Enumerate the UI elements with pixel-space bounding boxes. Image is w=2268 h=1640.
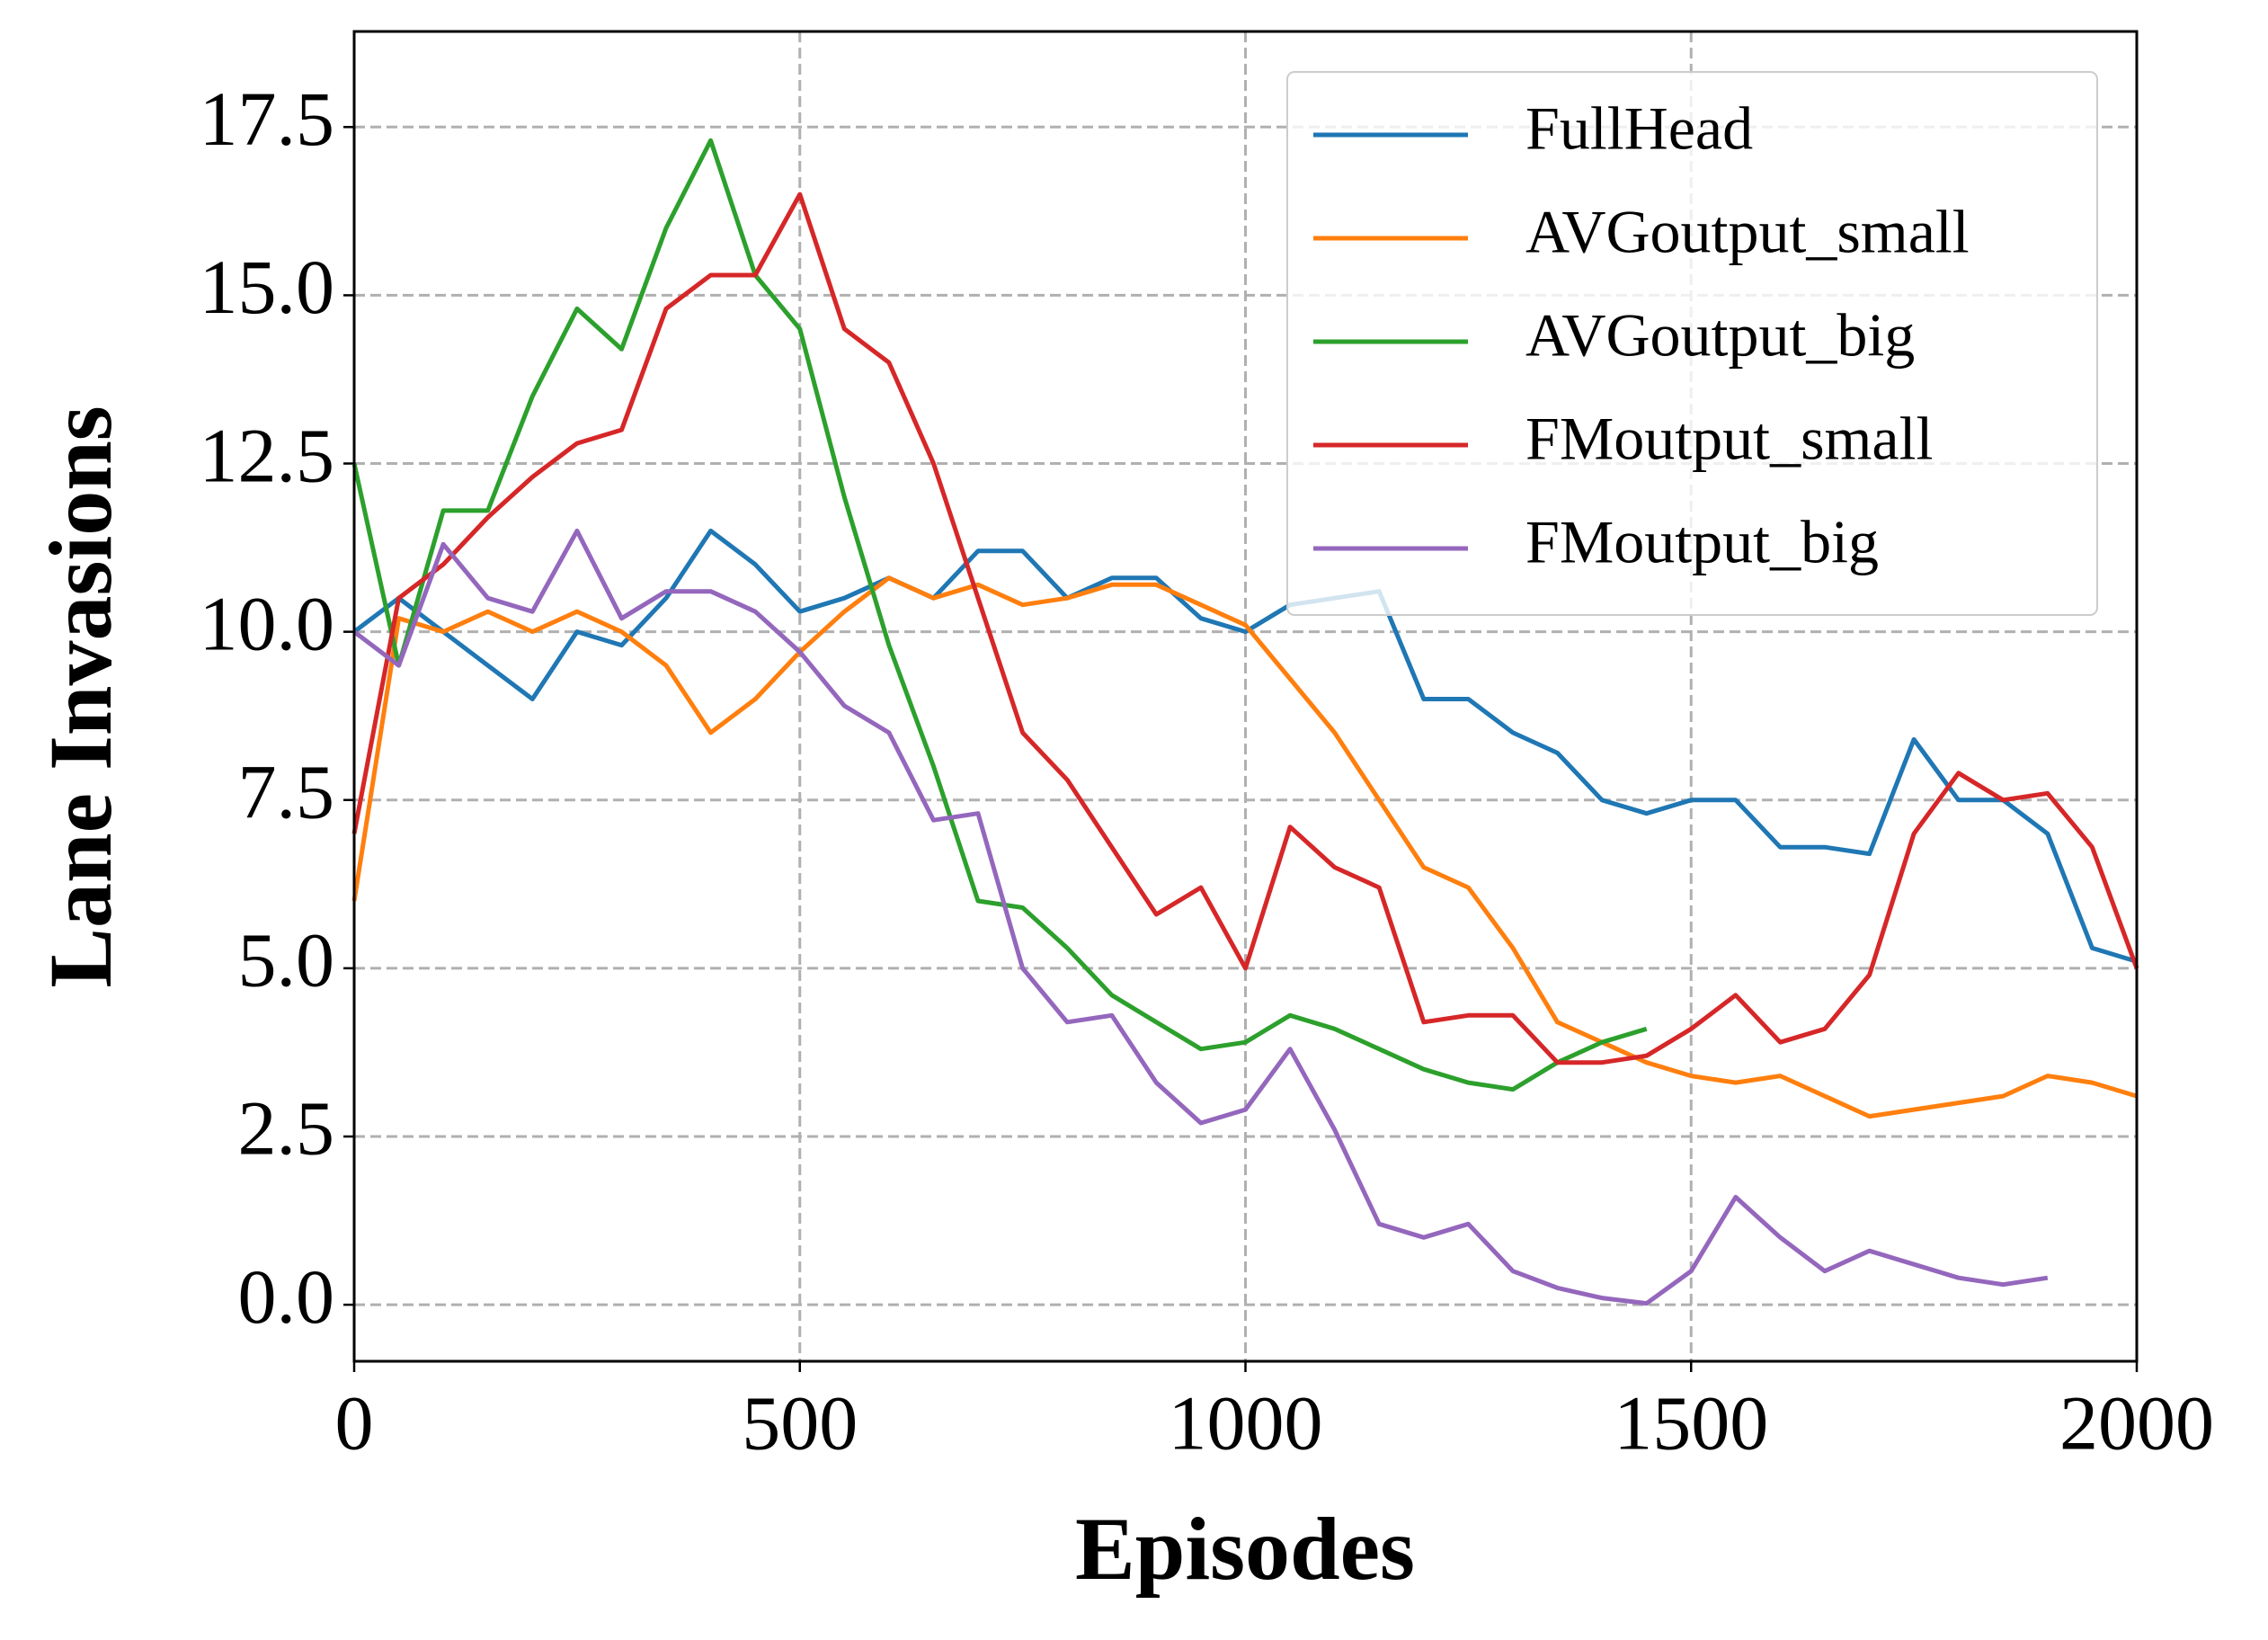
y-tick-label: 10.0 xyxy=(200,580,335,666)
y-tick-label: 5.0 xyxy=(238,917,335,1003)
legend-label: FMoutput_big xyxy=(1525,508,1879,576)
y-axis-label: Lane Invasions xyxy=(31,406,130,987)
series-line xyxy=(352,528,2049,1306)
legend-label: AVGoutput_small xyxy=(1525,198,1970,266)
y-tick-label: 17.5 xyxy=(200,76,335,162)
legend-label: FullHead xyxy=(1525,94,1753,163)
y-tick-label: 0.0 xyxy=(238,1253,335,1340)
series-line xyxy=(351,192,2139,1065)
y-tick-label: 12.5 xyxy=(200,412,335,498)
y-tick-label: 15.0 xyxy=(200,244,335,330)
series-line xyxy=(351,575,2138,1119)
x-axis-label: Episodes xyxy=(1075,1499,1415,1599)
x-tick-label: 500 xyxy=(742,1380,858,1466)
plot-frame xyxy=(352,30,2139,1363)
legend-label: AVGoutput_big xyxy=(1525,301,1915,370)
x-tick-label: 1000 xyxy=(1169,1380,1323,1466)
x-tick-label: 0 xyxy=(335,1380,374,1466)
y-tick-label: 7.5 xyxy=(238,749,335,835)
series-line xyxy=(352,528,2138,964)
series-line xyxy=(351,138,1648,1092)
legend-box xyxy=(1286,71,2098,616)
y-tick-label: 2.5 xyxy=(238,1085,335,1172)
legend-label: FMoutput_small xyxy=(1525,405,1933,473)
x-tick-label: 1500 xyxy=(1614,1380,1768,1466)
x-tick-label: 2000 xyxy=(2059,1380,2214,1466)
